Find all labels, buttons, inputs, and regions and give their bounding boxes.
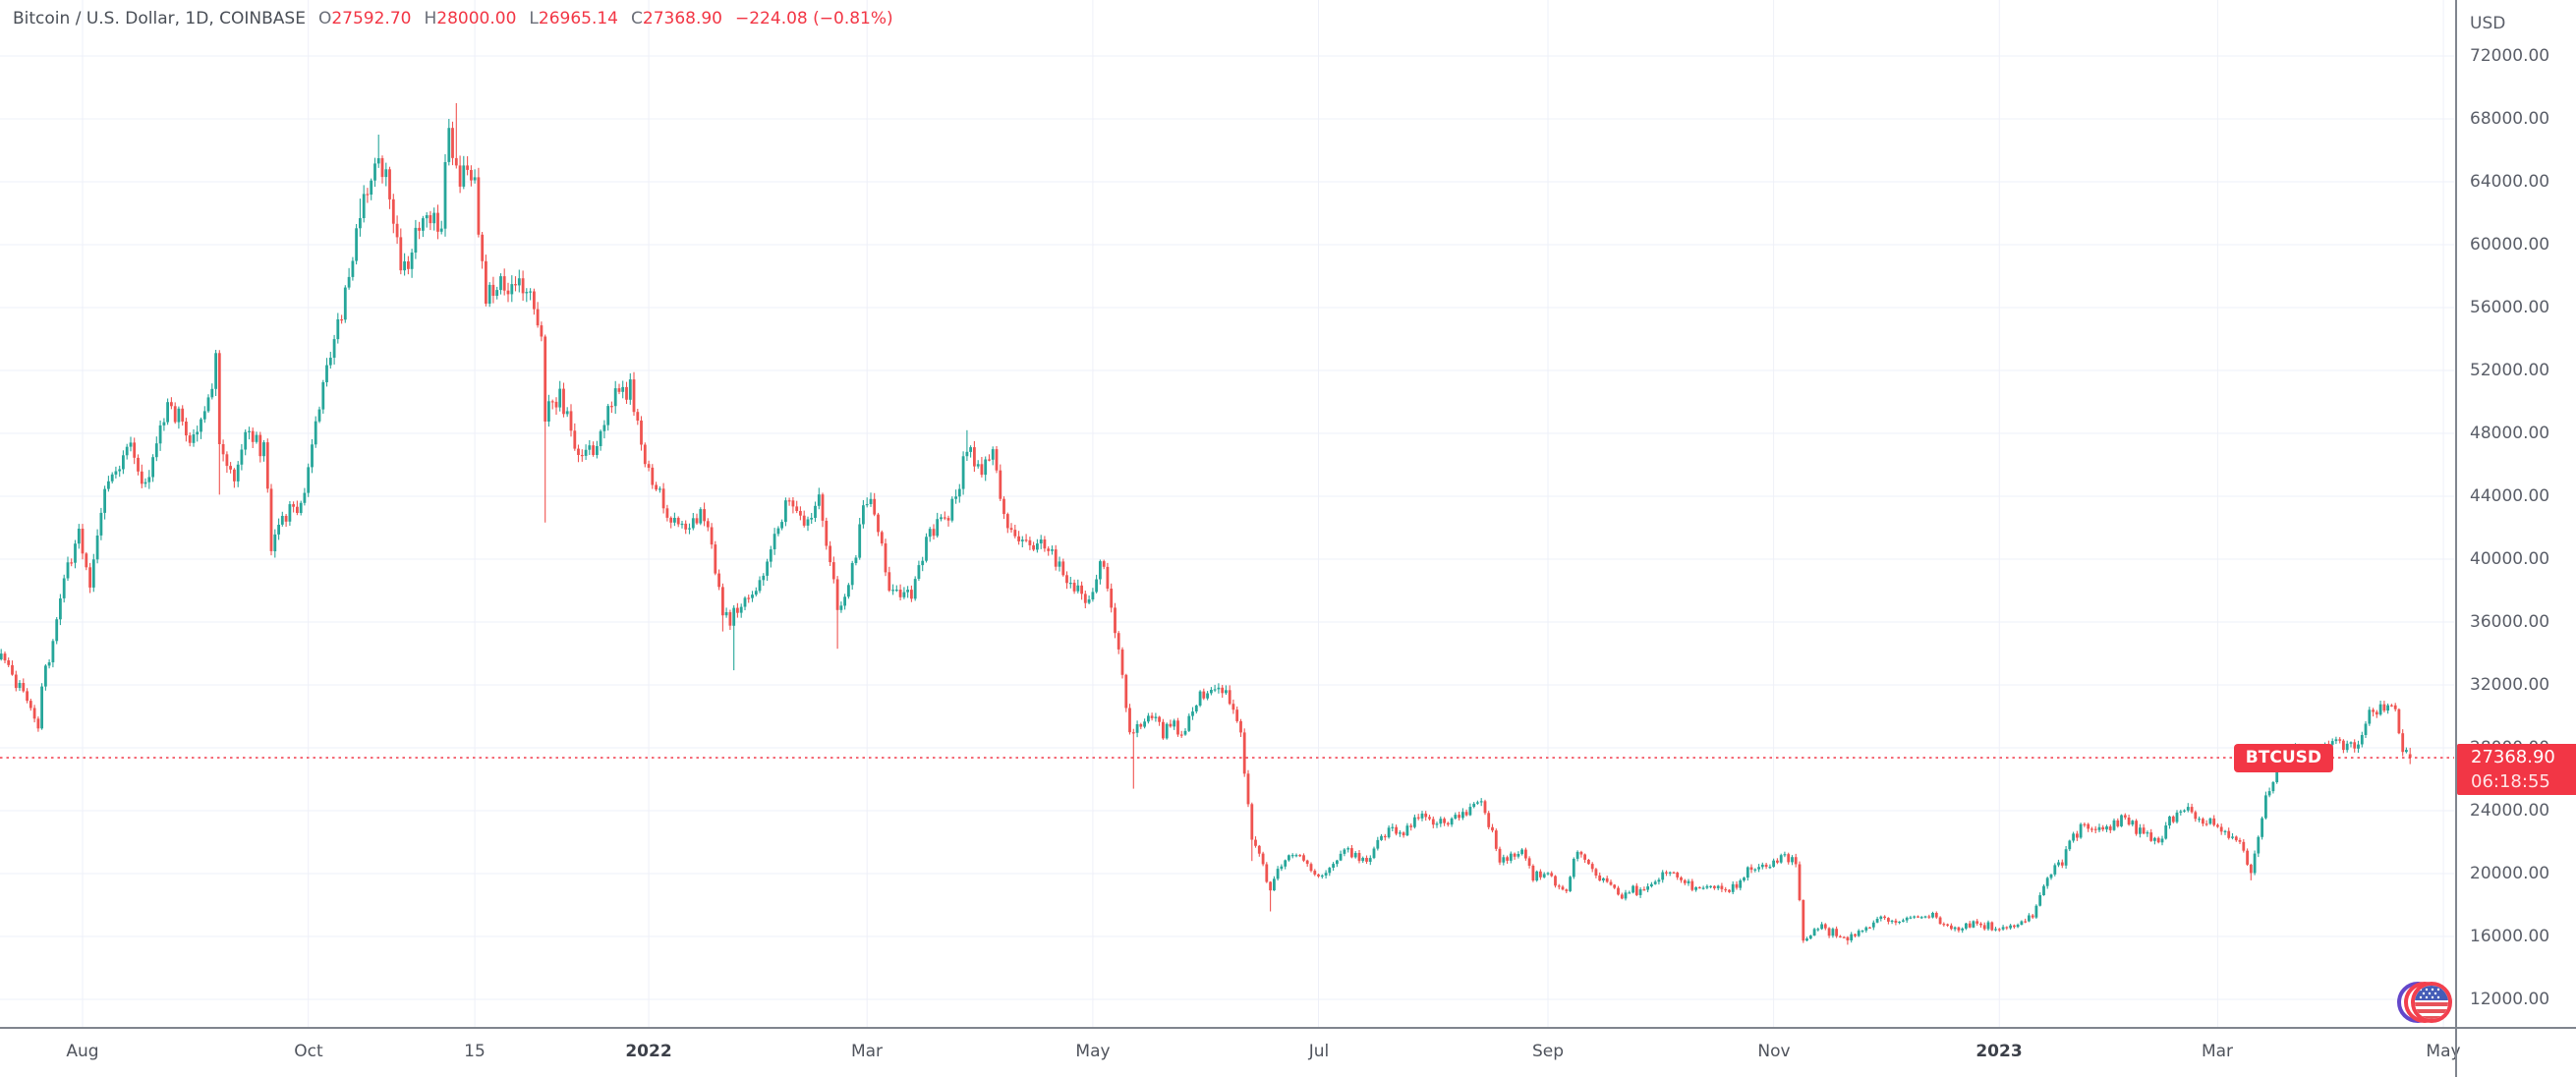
grid xyxy=(0,0,2454,1027)
axis-separator-vertical xyxy=(2455,0,2457,1077)
time-tick-label: Oct xyxy=(294,1042,323,1061)
price-tick-label: 68000.00 xyxy=(2470,109,2550,129)
time-tick-label: Nov xyxy=(1757,1042,1791,1061)
price-tick-label: 52000.00 xyxy=(2470,361,2550,380)
usd-flag-icon xyxy=(2396,980,2455,1025)
price-tick-label: 16000.00 xyxy=(2470,927,2550,946)
price-tick-label: 44000.00 xyxy=(2470,486,2550,506)
symbol-title[interactable]: Bitcoin / U.S. Dollar, 1D, COINBASE xyxy=(13,9,306,28)
symbol-legend: Bitcoin / U.S. Dollar, 1D, COINBASE O275… xyxy=(13,8,893,29)
price-tick-label: 56000.00 xyxy=(2470,298,2550,317)
price-tick-label: 48000.00 xyxy=(2470,424,2550,443)
price-tick-label: 20000.00 xyxy=(2470,864,2550,883)
time-tick-label: Jul xyxy=(1308,1042,1330,1061)
time-tick-label: Sep xyxy=(1531,1042,1565,1061)
last-price-value: 27368.90 xyxy=(2471,747,2555,767)
legend-change: −224.08 (−0.81%) xyxy=(735,9,893,28)
currency-label: USD xyxy=(2470,14,2506,33)
time-tick-label: 2023 xyxy=(1975,1042,2023,1061)
time-tick-label: Mar xyxy=(850,1042,884,1061)
price-tick-label: 72000.00 xyxy=(2470,46,2550,66)
time-tick-label: Aug xyxy=(66,1042,99,1061)
bar-countdown: 06:18:55 xyxy=(2471,771,2550,792)
price-axis[interactable]: USD 72000.00 68000.00 64000.00 60000.00 5600… xyxy=(2457,0,2576,1027)
candlestick-series xyxy=(0,103,2412,945)
last-price-label: 27368.90 06:18:55 xyxy=(2457,744,2576,795)
price-tick-label: 24000.00 xyxy=(2470,801,2550,821)
time-tick-label: Mar xyxy=(2201,1042,2234,1061)
candlestick-chart[interactable] xyxy=(0,0,2455,1027)
time-tick-label: 15 xyxy=(464,1042,486,1061)
legend-open: O27592.70 xyxy=(317,9,412,28)
chart-pane[interactable]: Bitcoin / U.S. Dollar, 1D, COINBASE O275… xyxy=(0,0,2455,1027)
price-tick-label: 60000.00 xyxy=(2470,235,2550,255)
time-tick-label: 2022 xyxy=(625,1042,672,1061)
time-tick-label: May xyxy=(2426,1042,2461,1061)
price-tick-label: 64000.00 xyxy=(2470,172,2550,192)
legend-low: L26965.14 xyxy=(529,9,618,28)
price-tick-label: 12000.00 xyxy=(2470,990,2550,1009)
axis-separator-horizontal xyxy=(0,1027,2576,1029)
price-tick-label: 32000.00 xyxy=(2470,675,2550,695)
price-tick-label: 40000.00 xyxy=(2470,549,2550,569)
time-tick-label: May xyxy=(1075,1042,1111,1061)
legend-close: C27368.90 xyxy=(631,9,722,28)
price-tick-label: 36000.00 xyxy=(2470,612,2550,632)
price-line-symbol-badge: BTCUSD xyxy=(2233,744,2333,772)
time-axis[interactable]: Aug Oct 15 2022 Mar May Jul Sep Nov 2023 Mar May xyxy=(0,1029,2576,1077)
legend-high: H28000.00 xyxy=(424,9,517,28)
